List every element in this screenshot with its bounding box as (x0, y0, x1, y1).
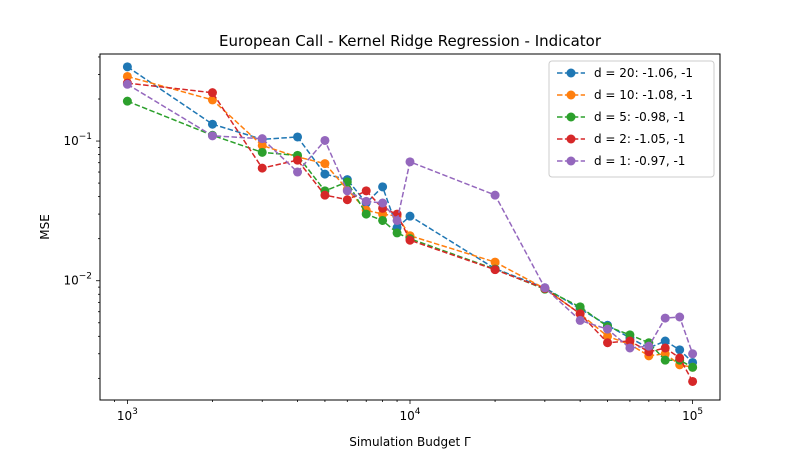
legend-marker (566, 134, 576, 144)
legend-label: d = 1: -0.97, -1 (594, 154, 685, 168)
series-4 (122, 79, 698, 359)
legend: d = 20: -1.06, -1 d = 10: -1.08, -1 d = 5:… (548, 60, 715, 178)
legend-marker (566, 112, 576, 122)
x-axis: 103 104 105 (114, 400, 703, 423)
plot-area (122, 62, 698, 386)
data-point (688, 349, 698, 359)
data-point (320, 135, 330, 145)
legend-label: d = 5: -0.98, -1 (594, 110, 685, 124)
data-point (575, 315, 585, 325)
data-point (257, 147, 267, 157)
y-axis: 10−2 10−1 (63, 56, 100, 379)
data-point (342, 195, 352, 205)
data-point (660, 313, 670, 323)
data-point (603, 331, 613, 341)
data-point (392, 215, 402, 225)
data-point (257, 140, 267, 150)
data-point (207, 88, 217, 98)
y-tick-label: 10−1 (63, 132, 92, 148)
data-point (405, 211, 415, 221)
data-point (293, 132, 303, 142)
data-point (293, 155, 303, 165)
data-point (540, 283, 550, 293)
legend-marker (566, 90, 576, 100)
data-point (625, 336, 635, 346)
chart-title: European Call - Kernel Ridge Regression … (219, 32, 602, 50)
data-point (405, 235, 415, 245)
data-point (257, 163, 267, 173)
data-point (490, 190, 500, 200)
data-point (603, 338, 613, 348)
data-point (293, 167, 303, 177)
data-point (660, 355, 670, 365)
data-point (392, 228, 402, 238)
data-point (361, 209, 371, 219)
data-point (378, 215, 388, 225)
legend-marker (566, 68, 576, 78)
data-point (575, 309, 585, 319)
data-point (122, 96, 132, 106)
legend-marker (566, 156, 576, 166)
data-point (688, 362, 698, 372)
data-point (603, 324, 613, 334)
data-point (122, 62, 132, 72)
data-point (660, 343, 670, 353)
data-point (378, 198, 388, 208)
legend-entry: d = 1: -0.97, -1 (557, 154, 685, 168)
data-point (688, 376, 698, 386)
data-point (490, 265, 500, 275)
x-axis-label: Simulation Budget Γ (349, 435, 471, 449)
data-point (320, 159, 330, 169)
data-point (490, 257, 500, 267)
data-point (675, 312, 685, 322)
legend-entry: d = 20: -1.06, -1 (557, 66, 693, 80)
data-point (207, 119, 217, 129)
data-point (378, 182, 388, 192)
data-point (644, 341, 654, 351)
legend-entry: d = 5: -0.98, -1 (557, 110, 685, 124)
data-point (320, 169, 330, 179)
x-tick-label: 103 (117, 407, 138, 423)
data-point (405, 157, 415, 167)
data-point (625, 330, 635, 340)
data-point (122, 79, 132, 89)
legend-label: d = 10: -1.08, -1 (594, 88, 693, 102)
data-point (257, 134, 267, 144)
data-point (320, 190, 330, 200)
data-point (625, 343, 635, 353)
data-point (207, 131, 217, 141)
data-point (575, 302, 585, 312)
x-tick-label: 104 (399, 407, 420, 423)
data-point (361, 186, 371, 196)
x-tick-label: 105 (682, 407, 703, 423)
data-point (660, 336, 670, 346)
legend-entry: d = 10: -1.08, -1 (557, 88, 693, 102)
data-point (207, 95, 217, 105)
legend-label: d = 2: -1.05, -1 (594, 132, 685, 146)
data-point (675, 353, 685, 363)
data-point (342, 186, 352, 196)
data-point (675, 345, 685, 355)
y-axis-label: MSE (38, 214, 52, 240)
legend-box (548, 60, 715, 178)
legend-entry: d = 2: -1.05, -1 (557, 132, 685, 146)
data-point (361, 196, 371, 206)
legend-label: d = 20: -1.06, -1 (594, 66, 693, 80)
data-point (122, 71, 132, 81)
y-tick-label: 10−2 (63, 272, 92, 288)
